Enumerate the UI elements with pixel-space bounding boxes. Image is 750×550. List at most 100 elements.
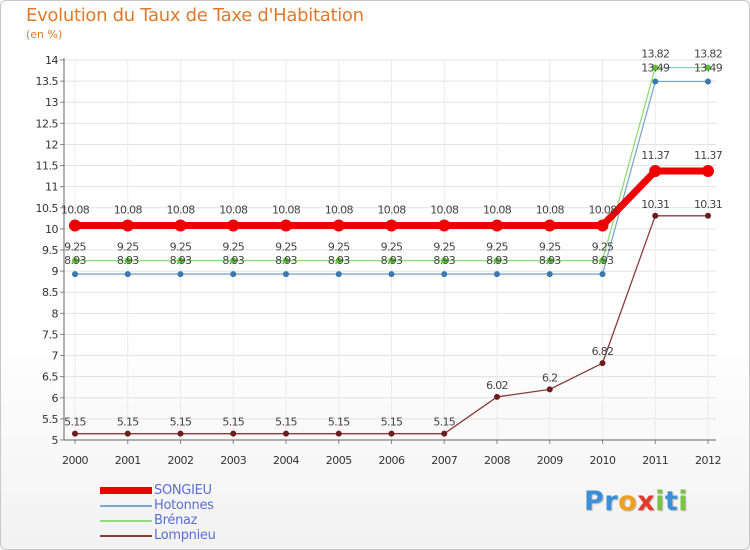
- chart-title: Evolution du Taux de Taxe d'Habitation: [26, 5, 364, 26]
- data-label-hotonnes: 8.93: [486, 254, 508, 267]
- data-point-lompnieu: [335, 430, 342, 437]
- data-point-lompnieu: [177, 430, 184, 437]
- data-label-brenaz: 9.25: [117, 241, 139, 254]
- y-tick-label: 13.5: [36, 75, 59, 88]
- x-tick-label: 2005: [326, 454, 352, 467]
- data-point-brenaz: [177, 257, 184, 264]
- data-point-lompnieu: [230, 430, 237, 437]
- data-point-brenaz: [388, 257, 395, 264]
- data-point-lompnieu: [546, 386, 553, 393]
- data-label-brenaz: 9.25: [381, 241, 403, 254]
- data-label-brenaz: 9.25: [592, 241, 614, 254]
- data-point-hotonnes: [441, 271, 448, 278]
- y-tick-label: 6: [52, 392, 59, 405]
- y-tick-label: 5.5: [42, 413, 58, 426]
- data-point-brenaz: [72, 257, 78, 264]
- data-label-songieu: 10.08: [378, 204, 407, 217]
- data-point-songieu: [491, 219, 503, 232]
- y-tick-label: 13: [45, 96, 58, 109]
- y-tick-label: 7: [52, 350, 59, 363]
- series-group: [69, 64, 714, 437]
- data-point-hotonnes: [230, 271, 237, 278]
- data-label-lompnieu: 10.31: [694, 198, 722, 211]
- data-point-hotonnes: [599, 271, 606, 278]
- data-label-lompnieu: 6.02: [486, 379, 508, 392]
- data-label-hotonnes: 13.49: [694, 62, 723, 75]
- data-label-brenaz: 9.25: [275, 241, 297, 254]
- data-point-brenaz: [705, 64, 711, 71]
- legend-swatch: [100, 535, 152, 537]
- logo-letter: P: [584, 486, 605, 517]
- logo-letter: x: [637, 486, 656, 517]
- data-point-brenaz: [599, 257, 606, 264]
- data-label-brenaz: 9.25: [64, 241, 86, 254]
- grid: [64, 59, 716, 441]
- data-point-lompnieu: [283, 430, 289, 437]
- y-tick-label: 10: [45, 223, 58, 236]
- y-tick-label: 9.5: [42, 244, 58, 257]
- data-label-lompnieu: 5.15: [170, 416, 192, 429]
- data-point-lompnieu: [652, 212, 659, 219]
- data-label-songieu: 10.08: [483, 204, 512, 217]
- data-point-songieu: [438, 219, 451, 232]
- y-tick-label: 6.5: [42, 371, 58, 384]
- legend-swatch: [100, 520, 152, 522]
- y-tick-label: 11.5: [36, 160, 59, 173]
- x-tick-label: 2008: [484, 454, 510, 467]
- x-tick-label: 2003: [220, 454, 246, 467]
- data-label-lompnieu: 6.82: [592, 345, 614, 358]
- data-label-hotonnes: 8.93: [275, 254, 297, 267]
- data-label-songieu: 10.08: [114, 204, 143, 217]
- legend-label: Brénaz: [154, 513, 198, 528]
- data-point-lompnieu: [124, 430, 131, 437]
- data-label-songieu: 11.37: [694, 149, 723, 162]
- data-point-lompnieu: [72, 430, 78, 437]
- x-tick-label: 2010: [590, 454, 616, 467]
- data-label-lompnieu: 6.2: [542, 371, 557, 384]
- data-label-songieu: 10.08: [589, 204, 618, 217]
- data-point-songieu: [649, 165, 662, 178]
- data-label-lompnieu: 10.31: [641, 198, 669, 211]
- data-label-songieu: 10.08: [167, 204, 196, 217]
- data-label-hotonnes: 8.93: [64, 254, 86, 267]
- data-point-songieu: [332, 219, 345, 232]
- data-label-songieu: 10.08: [61, 204, 90, 217]
- data-label-hotonnes: 8.93: [117, 254, 139, 267]
- data-point-brenaz: [283, 257, 289, 264]
- x-tick-label: 2007: [431, 454, 457, 467]
- data-label-songieu: 10.08: [219, 204, 248, 217]
- y-tick-label: 12: [45, 138, 58, 151]
- data-point-lompnieu: [599, 360, 606, 367]
- data-label-brenaz: 9.25: [433, 241, 455, 254]
- legend-swatch: [100, 505, 152, 507]
- data-label-hotonnes: 8.93: [381, 254, 403, 267]
- y-tick-label: 7.5: [42, 328, 58, 341]
- data-point-songieu: [121, 219, 134, 232]
- y-tick-label: 8.5: [42, 286, 58, 299]
- data-point-lompnieu: [494, 393, 500, 400]
- data-label-lompnieu: 5.15: [117, 416, 139, 429]
- logo-letter: i: [655, 486, 665, 517]
- data-label-brenaz: 9.25: [539, 241, 561, 254]
- data-point-hotonnes: [546, 271, 553, 278]
- data-label-songieu: 10.08: [536, 204, 565, 217]
- y-tick-label: 11: [45, 181, 58, 194]
- data-point-songieu: [702, 165, 714, 178]
- data-point-songieu: [69, 219, 81, 232]
- x-tick-label: 2009: [537, 454, 563, 467]
- data-label-hotonnes: 8.93: [592, 254, 614, 267]
- data-point-songieu: [385, 219, 398, 232]
- data-label-lompnieu: 5.15: [433, 416, 455, 429]
- data-point-brenaz: [441, 257, 448, 264]
- data-label-brenaz: 9.25: [222, 241, 244, 254]
- logo-letter: i: [678, 486, 689, 517]
- data-label-hotonnes: 8.93: [222, 254, 244, 267]
- data-point-songieu: [543, 219, 556, 232]
- legend-label: SONGIEU: [154, 483, 212, 498]
- data-point-songieu: [227, 219, 240, 232]
- legend-swatch: [100, 487, 152, 494]
- data-label-hotonnes: 8.93: [328, 254, 350, 267]
- data-point-hotonnes: [335, 271, 342, 278]
- data-point-lompnieu: [388, 430, 395, 437]
